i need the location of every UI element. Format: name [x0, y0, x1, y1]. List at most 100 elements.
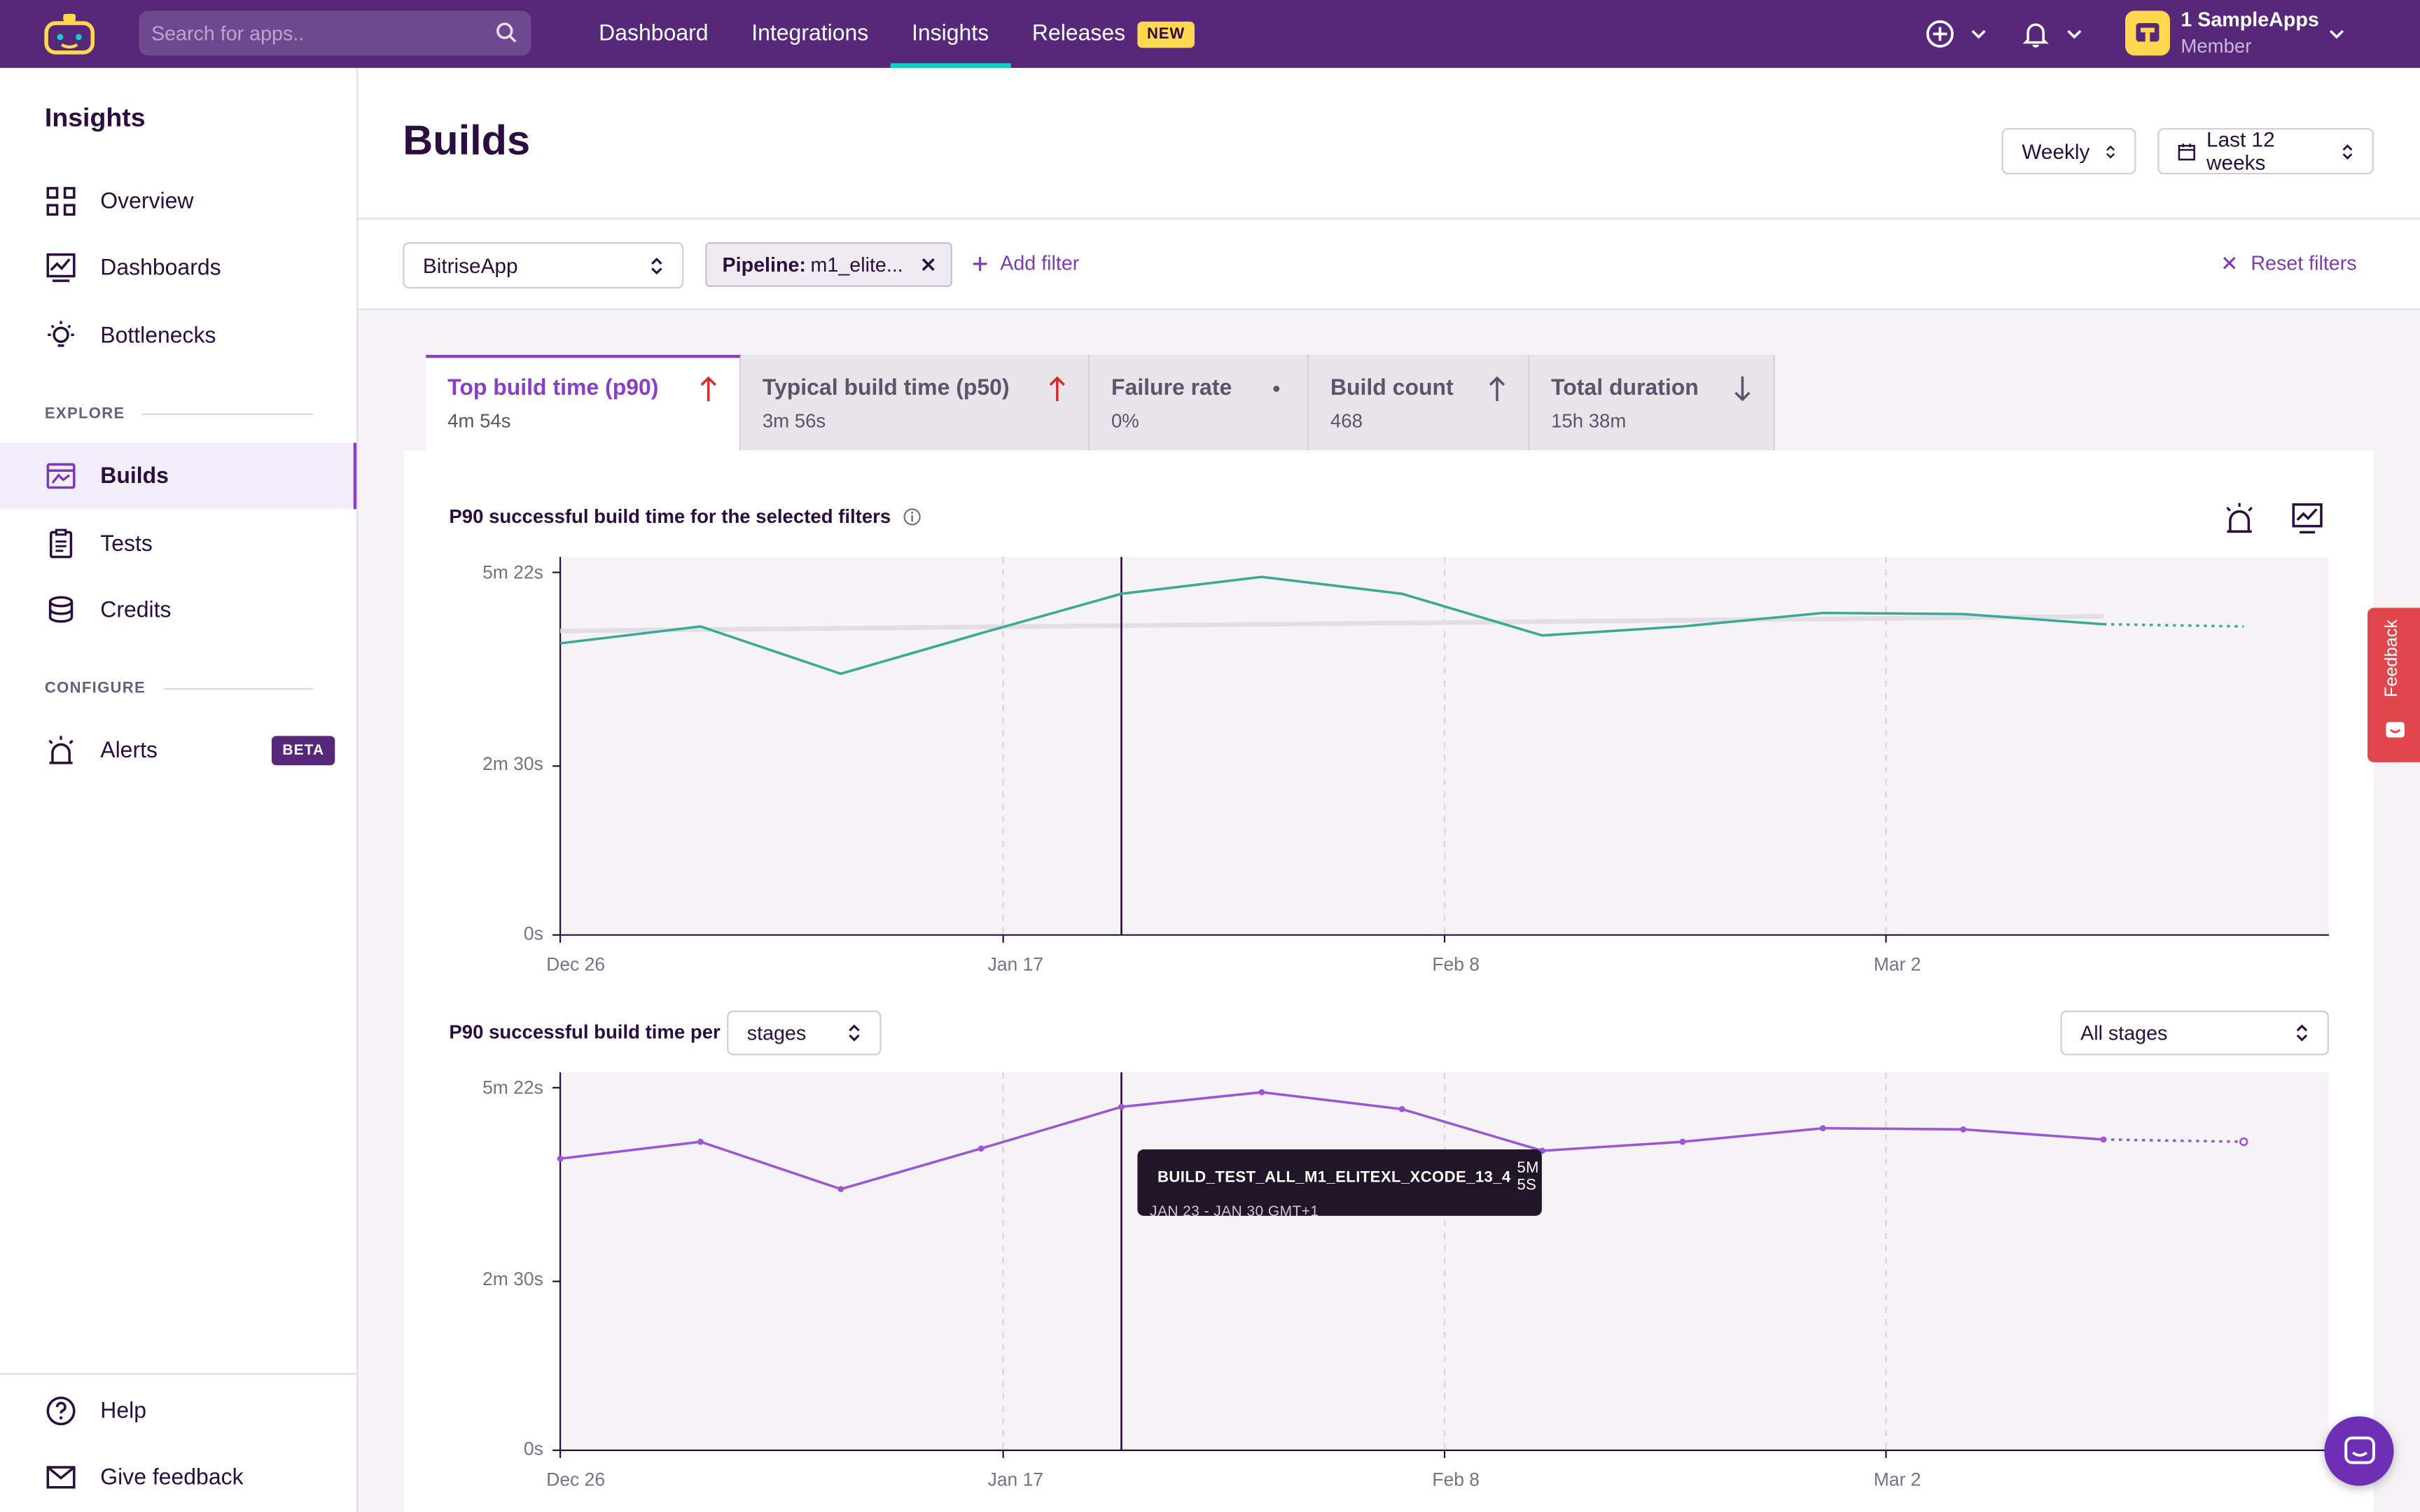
sidebar-item-help[interactable]: Help — [0, 1378, 356, 1444]
x-tick-label: Feb 8 — [1432, 1469, 1480, 1491]
stage-filter-value: All stages — [2080, 1021, 2168, 1045]
org-logo-icon — [2136, 23, 2160, 42]
tab-top-build-time[interactable]: Top build time (p90) 4m 54s — [426, 354, 741, 451]
section-divider — [163, 688, 314, 690]
chart-monitor-icon[interactable] — [2290, 501, 2324, 535]
y-tick-label: 5m 22s — [482, 1077, 543, 1099]
x-tick-label: Feb 8 — [1432, 953, 1480, 975]
siren-icon[interactable] — [2223, 501, 2256, 535]
org-name[interactable]: 1 SampleApps — [2181, 8, 2319, 31]
sidebar-divider — [0, 1373, 357, 1375]
nav-releases-label: Releases — [1031, 21, 1126, 47]
chat-support-button[interactable] — [2324, 1416, 2394, 1486]
stage-filter-select[interactable]: All stages — [2060, 1010, 2329, 1056]
tab-value: 0% — [1111, 410, 1139, 433]
group-by-select[interactable]: stages — [727, 1010, 882, 1056]
info-icon[interactable] — [903, 507, 922, 526]
data-point — [837, 1186, 844, 1193]
section-divider — [141, 413, 314, 415]
tab-value: 3m 56s — [762, 410, 826, 433]
chevron-down-icon[interactable] — [2328, 24, 2346, 43]
series-line — [559, 1091, 2104, 1191]
pipeline-filter-chip[interactable]: Pipeline: m1_elite... — [705, 242, 953, 287]
interval-select[interactable]: Weekly — [2001, 127, 2136, 175]
data-point — [557, 1155, 564, 1162]
trend-line — [560, 614, 2103, 634]
tab-typical-build-time[interactable]: Typical build time (p50) 3m 56s — [740, 354, 1090, 451]
chip-value: m1_elite... — [810, 253, 903, 276]
add-filter-button[interactable]: Add filter — [973, 251, 1080, 275]
sidebar-item-dashboards[interactable]: Dashboards — [0, 234, 356, 301]
calendar-icon — [2178, 143, 2195, 160]
sidebar-item-bottlenecks[interactable]: Bottlenecks — [0, 302, 356, 369]
group-by-value: stages — [746, 1021, 807, 1045]
sidebar-item-label: Help — [100, 1398, 147, 1424]
tab-total-duration[interactable]: Total duration 15h 38m — [1529, 354, 1775, 451]
sidebar-item-builds[interactable]: Builds — [0, 442, 357, 510]
tab-value: 4m 54s — [447, 410, 511, 433]
close-icon[interactable] — [922, 258, 936, 272]
nav-integrations[interactable]: Integrations — [751, 21, 869, 47]
updown-chevron-icon — [2296, 1024, 2308, 1042]
chevron-down-icon[interactable] — [1969, 24, 1987, 43]
sidebar-item-label: Tests — [100, 531, 153, 556]
chart-1-title: P90 successful build time for the select… — [449, 506, 922, 528]
tab-failure-rate[interactable]: Failure rate 0% — [1090, 354, 1309, 451]
tab-value: 15h 38m — [1551, 410, 1627, 433]
filter-bar: BitriseApp Pipeline: m1_elite... Add fil… — [358, 220, 2420, 311]
help-circle-icon — [46, 1396, 76, 1426]
chevron-down-icon[interactable] — [2065, 24, 2083, 43]
app-select[interactable]: BitriseApp — [403, 242, 684, 289]
data-point — [697, 1138, 704, 1145]
chart-2-title-text: P90 successful build time per — [449, 1021, 721, 1043]
new-badge: NEW — [1137, 20, 1195, 48]
sidebar-item-tests[interactable]: Tests — [0, 511, 356, 578]
coins-icon — [48, 596, 74, 623]
close-icon — [2223, 256, 2237, 270]
data-point — [1258, 1088, 1265, 1096]
page-title: Builds — [403, 117, 531, 164]
tab-label: Build count — [1330, 376, 1454, 402]
x-tick-label: Jan 17 — [987, 1469, 1044, 1491]
bell-icon[interactable] — [2020, 18, 2051, 49]
add-circle-icon[interactable] — [1924, 18, 1955, 49]
search-input[interactable] — [139, 10, 531, 56]
search-icon[interactable] — [496, 22, 517, 43]
chat-icon — [2386, 722, 2405, 738]
chat-icon — [2344, 1436, 2374, 1464]
arrow-down-icon — [1734, 376, 1751, 402]
data-point — [1398, 1106, 1405, 1112]
tooltip-series: BUILD_TEST_ALL_M1_ELITEXL_XCODE_13_4 — [1157, 1168, 1511, 1186]
sidebar-item-credits[interactable]: Credits — [0, 577, 356, 643]
nav-insights[interactable]: Insights — [890, 0, 1010, 68]
dot-icon — [1273, 386, 1280, 392]
plus-icon — [973, 255, 987, 270]
nav-releases[interactable]: Releases NEW — [1010, 0, 1216, 68]
reset-filters-button[interactable]: Reset filters — [2223, 251, 2357, 274]
date-range-value: Last 12 weeks — [2206, 127, 2275, 175]
series-line — [559, 575, 2104, 676]
x-tick-label: Dec 26 — [546, 953, 606, 975]
sidebar-item-overview[interactable]: Overview — [0, 168, 356, 234]
page-header: Builds Weekly Last 12 weeks — [358, 67, 2420, 219]
top-navigation-bar: Dashboard Integrations Insights Releases… — [0, 0, 2420, 68]
nav-dashboard[interactable]: Dashboard — [599, 21, 709, 47]
data-point — [1819, 1125, 1826, 1132]
data-point — [978, 1145, 985, 1152]
feedback-side-tab[interactable]: Feedback — [2367, 608, 2420, 762]
sidebar-item-give-feedback[interactable]: Give feedback — [0, 1444, 356, 1511]
chart-monitor-icon — [46, 253, 76, 282]
org-avatar[interactable] — [2125, 10, 2170, 56]
date-range-select[interactable]: Last 12 weeks — [2157, 127, 2374, 175]
tab-value: 468 — [1330, 410, 1363, 433]
add-filter-label: Add filter — [1000, 251, 1080, 275]
tab-build-count[interactable]: Build count 468 — [1309, 354, 1530, 451]
lightbulb-icon — [48, 321, 74, 347]
x-tick-label: Dec 26 — [546, 1469, 606, 1491]
y-tick-label: 2m 30s — [482, 752, 543, 775]
builds-icon — [46, 463, 76, 489]
sidebar-item-alerts[interactable]: Alerts BETA — [0, 718, 356, 784]
logo-icon[interactable] — [43, 13, 96, 56]
